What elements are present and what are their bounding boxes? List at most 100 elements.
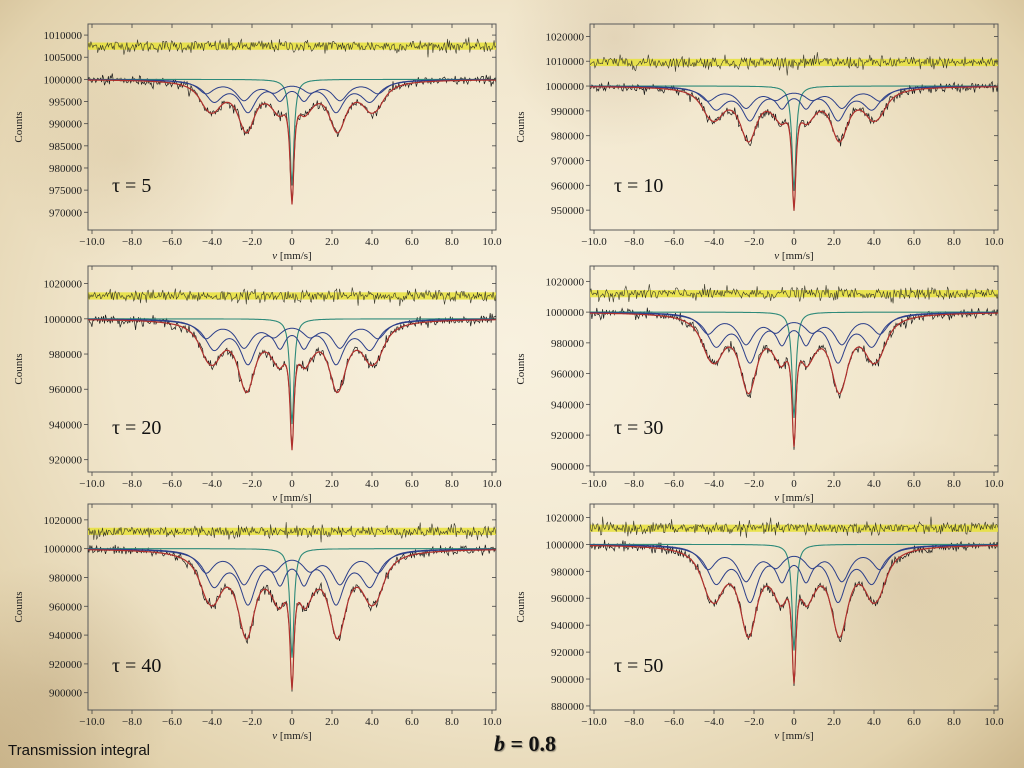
fit-envelope [88, 319, 496, 451]
x-tick-label: 0 [791, 478, 797, 490]
y-tick-label: 920000 [49, 455, 83, 467]
spectrum-panel-tau-50: −10.0 −8.0 −6.0 −4.0 −2.0 0 2.0 4.0 6.0 8.0 10.0 88… [515, 503, 1004, 742]
y-axis-label: Counts [13, 591, 25, 622]
y-tick-label: 1010000 [44, 30, 83, 42]
y-tick-label: 940000 [49, 630, 83, 642]
y-axis-label: Counts [515, 111, 527, 142]
y-tick-label: 1010000 [546, 56, 585, 68]
y-tick-label: 950000 [551, 205, 585, 217]
sextet-subspectrum-1 [590, 86, 998, 122]
y-tick-label: 1005000 [44, 52, 83, 64]
x-tick-label: −2.0 [744, 716, 764, 728]
spectrum-panel-tau-10: −10.0 −8.0 −6.0 −4.0 −2.0 0 2.0 4.0 6.0 8.0 10.0 95… [515, 23, 1004, 262]
sextet-subspectrum-1 [88, 79, 496, 114]
x-tick-label: 10.0 [482, 236, 502, 248]
transmission-integral-label: Transmission integral [8, 742, 150, 759]
y-tick-label: 900000 [551, 461, 585, 473]
x-tick-label: 8.0 [947, 236, 961, 248]
x-tick-label: −8.0 [122, 478, 142, 490]
x-tick-label: −4.0 [202, 716, 222, 728]
x-axis-label: v [mm/s] [774, 250, 813, 262]
x-tick-label: 2.0 [325, 478, 339, 490]
plot-area [590, 52, 998, 211]
residual-trace [88, 37, 496, 58]
x-tick-label: −4.0 [704, 478, 724, 490]
fit-envelope [88, 549, 496, 690]
tau-label: τ = 30 [614, 417, 663, 439]
x-tick-label: 8.0 [445, 236, 459, 248]
residual-trace [88, 522, 496, 543]
x-tick-label: 4.0 [365, 236, 379, 248]
x-axis-label: v [mm/s] [272, 492, 311, 504]
x-axis-label: v [mm/s] [272, 250, 311, 262]
b-parameter-label: b = 0.8 [494, 731, 556, 757]
residual-band [590, 290, 998, 298]
x-tick-label: 8.0 [445, 716, 459, 728]
x-tick-label: −4.0 [202, 236, 222, 248]
x-tick-label: 10.0 [482, 478, 502, 490]
y-tick-label: 960000 [551, 180, 585, 192]
x-tick-label: 10.0 [984, 236, 1004, 248]
fit-envelope [590, 544, 998, 684]
measured-data [590, 539, 998, 687]
y-tick-label: 960000 [49, 384, 83, 396]
x-tick-label: −4.0 [704, 716, 724, 728]
y-tick-label: 920000 [49, 659, 83, 671]
x-tick-label: 2.0 [827, 236, 841, 248]
y-tick-label: 940000 [49, 419, 83, 431]
plot-area [590, 283, 998, 450]
spectrum-panel-tau-20: −10.0 −8.0 −6.0 −4.0 −2.0 0 2.0 4.0 6.0 8.0 10.0 92… [13, 265, 502, 504]
y-tick-label: 985000 [49, 141, 83, 153]
x-tick-label: −2.0 [744, 236, 764, 248]
residual-trace [590, 52, 998, 76]
singlet-subspectrum [88, 548, 496, 658]
x-tick-label: 4.0 [365, 478, 379, 490]
x-tick-label: −6.0 [664, 236, 684, 248]
x-tick-label: −2.0 [242, 478, 262, 490]
x-tick-label: 10.0 [984, 716, 1004, 728]
x-tick-label: 2.0 [325, 236, 339, 248]
y-tick-label: 1000000 [546, 539, 585, 551]
plot-frame [589, 23, 999, 231]
tau-label: τ = 50 [614, 655, 663, 677]
x-tick-label: 0 [289, 716, 295, 728]
y-tick-label: 1000000 [546, 307, 585, 319]
sextet-subspectrum-1 [590, 544, 998, 604]
spectrum-panel-tau-5: −10.0 −8.0 −6.0 −4.0 −2.0 0 2.0 4.0 6.0 8.0 10.0 97… [13, 23, 502, 262]
x-tick-label: −10.0 [79, 716, 105, 728]
x-tick-label: −2.0 [242, 236, 262, 248]
y-tick-label: 900000 [49, 688, 83, 700]
residual-trace [590, 283, 998, 304]
x-tick-label: 8.0 [445, 478, 459, 490]
x-tick-label: −6.0 [162, 236, 182, 248]
sextet-subspectrum-2 [88, 548, 496, 586]
y-tick-label: 970000 [551, 156, 585, 168]
y-tick-label: 960000 [49, 601, 83, 613]
x-tick-label: 4.0 [867, 478, 881, 490]
y-tick-label: 975000 [49, 185, 83, 197]
x-tick-label: −4.0 [202, 478, 222, 490]
sextet-subspectrum-2 [88, 79, 496, 102]
sextet-subspectrum-1 [88, 318, 496, 366]
x-tick-label: 2.0 [827, 716, 841, 728]
x-tick-label: 6.0 [907, 478, 921, 490]
plot-area [88, 37, 496, 205]
x-tick-label: −10.0 [581, 478, 607, 490]
spectrum-panel-tau-30: −10.0 −8.0 −6.0 −4.0 −2.0 0 2.0 4.0 6.0 8.0 10.0 90… [515, 265, 1004, 504]
x-tick-label: −2.0 [744, 478, 764, 490]
x-tick-label: −4.0 [704, 236, 724, 248]
y-tick-label: 995000 [49, 97, 83, 109]
y-tick-label: 920000 [551, 430, 585, 442]
x-tick-label: −10.0 [79, 478, 105, 490]
tau-label: τ = 40 [112, 655, 161, 677]
y-tick-label: 940000 [551, 399, 585, 411]
plot-area [88, 287, 496, 451]
x-tick-label: −8.0 [624, 478, 644, 490]
plot-area [590, 516, 998, 687]
x-tick-label: −6.0 [162, 716, 182, 728]
y-tick-label: 880000 [551, 701, 585, 713]
y-tick-label: 960000 [551, 369, 585, 381]
x-axis-label: v [mm/s] [774, 730, 813, 742]
y-tick-label: 980000 [49, 163, 83, 175]
y-axis-label: Counts [515, 353, 527, 384]
